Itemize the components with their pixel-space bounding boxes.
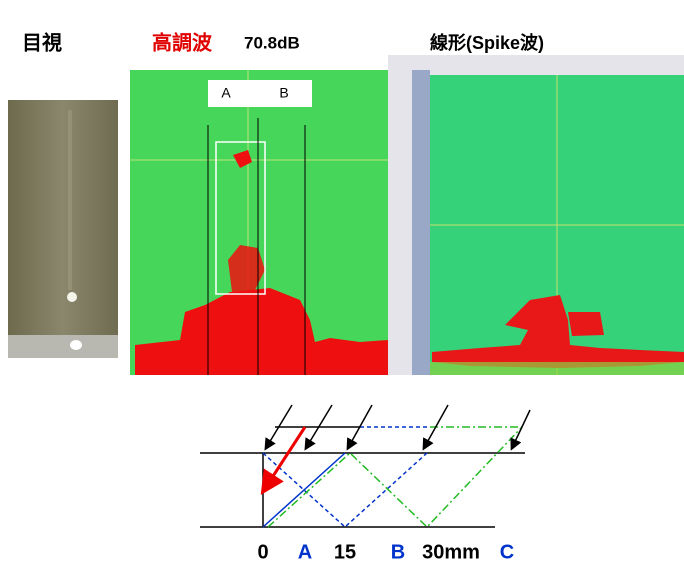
diagram-label: 30mm: [422, 541, 480, 563]
harmonic-image: A B: [130, 70, 388, 375]
image-label: A: [221, 85, 231, 101]
diagram: [200, 405, 530, 527]
diagram-label: B: [391, 541, 405, 563]
figure: 目視 高調波 70.8dB 線形(Spike波) A B: [0, 0, 684, 574]
image-label: B: [279, 85, 288, 101]
diagram-label: 15: [334, 541, 356, 563]
linear-image: [388, 55, 684, 375]
harmonic-db: 70.8dB: [244, 33, 300, 52]
diagram-label: A: [298, 541, 312, 563]
linear-title: 線形(Spike波): [430, 32, 544, 53]
photo: [8, 100, 118, 358]
diagram-label: C: [500, 541, 514, 563]
visual-title: 目視: [22, 30, 62, 54]
diagram-label: 0: [257, 541, 268, 563]
harmonic-title: 高調波: [152, 30, 213, 54]
